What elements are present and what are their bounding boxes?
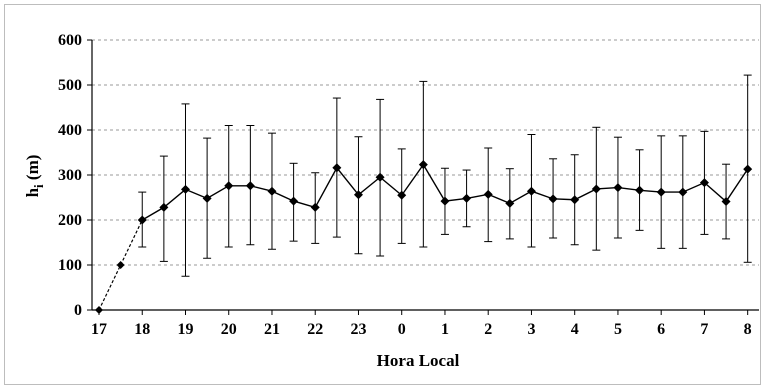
y-tick-label: 400 — [58, 122, 82, 139]
y-axis-title: hi (m) — [23, 155, 46, 198]
x-tick-label: 22 — [307, 321, 323, 338]
x-tick-label: 20 — [221, 321, 237, 338]
data-point — [743, 164, 753, 174]
chart-frame — [4, 4, 761, 385]
dashed-series-marker — [95, 306, 103, 314]
data-point — [613, 183, 623, 193]
y-axis-title-main: h — [23, 187, 42, 197]
y-tick-label: 300 — [58, 167, 82, 184]
x-tick-label: 4 — [571, 321, 579, 338]
errorbar-layer — [138, 74, 752, 277]
y-tick-label: 0 — [74, 302, 82, 319]
y-tick-label: 200 — [58, 212, 82, 229]
data-point — [245, 181, 255, 191]
data-point — [591, 184, 601, 194]
x-tick-label: 8 — [744, 321, 752, 338]
x-tick-label: 1 — [441, 321, 449, 338]
x-tick-label: 18 — [134, 321, 150, 338]
data-point — [721, 197, 731, 207]
data-point — [526, 186, 536, 196]
x-tick-label: 17 — [91, 321, 107, 338]
dashed-series-line — [98, 219, 143, 311]
y-axis-title-sub: i — [31, 184, 46, 188]
data-point — [678, 187, 688, 197]
data-point — [224, 181, 234, 191]
dashed-series-marker — [116, 261, 125, 269]
data-point — [202, 193, 212, 203]
y-tick-label: 500 — [58, 77, 82, 94]
data-point — [397, 190, 407, 200]
marker-layer — [95, 160, 753, 314]
x-tick-label: 3 — [527, 321, 535, 338]
grid-layer — [92, 39, 759, 266]
data-point — [548, 194, 558, 204]
y-tick-label: 100 — [58, 257, 82, 274]
y-tick-label: 600 — [58, 32, 82, 49]
x-tick-label: 7 — [700, 321, 708, 338]
data-point — [332, 163, 342, 173]
data-point — [353, 190, 363, 200]
data-point — [267, 186, 277, 196]
data-point — [570, 195, 580, 205]
x-tick-label: 21 — [264, 321, 280, 338]
data-point — [418, 160, 428, 170]
x-tick-label: 2 — [484, 321, 492, 338]
data-point — [505, 198, 515, 208]
data-point — [483, 189, 493, 199]
data-point — [159, 202, 169, 212]
data-point — [440, 196, 450, 206]
x-tick-label: 0 — [398, 321, 406, 338]
data-point — [310, 202, 320, 212]
data-point — [462, 193, 472, 203]
x-tick-label: 23 — [350, 321, 366, 338]
data-point — [699, 178, 709, 188]
data-point — [137, 215, 147, 225]
x-tick-label: 5 — [614, 321, 622, 338]
x-tick-label: 6 — [657, 321, 665, 338]
x-tick-label: 19 — [177, 321, 193, 338]
data-point — [375, 172, 385, 182]
x-axis-title: Hora Local — [377, 351, 460, 370]
data-point — [289, 196, 299, 206]
data-point — [180, 184, 190, 194]
data-point — [635, 185, 645, 195]
data-point — [656, 187, 666, 197]
y-axis-title-unit: (m) — [23, 155, 42, 185]
